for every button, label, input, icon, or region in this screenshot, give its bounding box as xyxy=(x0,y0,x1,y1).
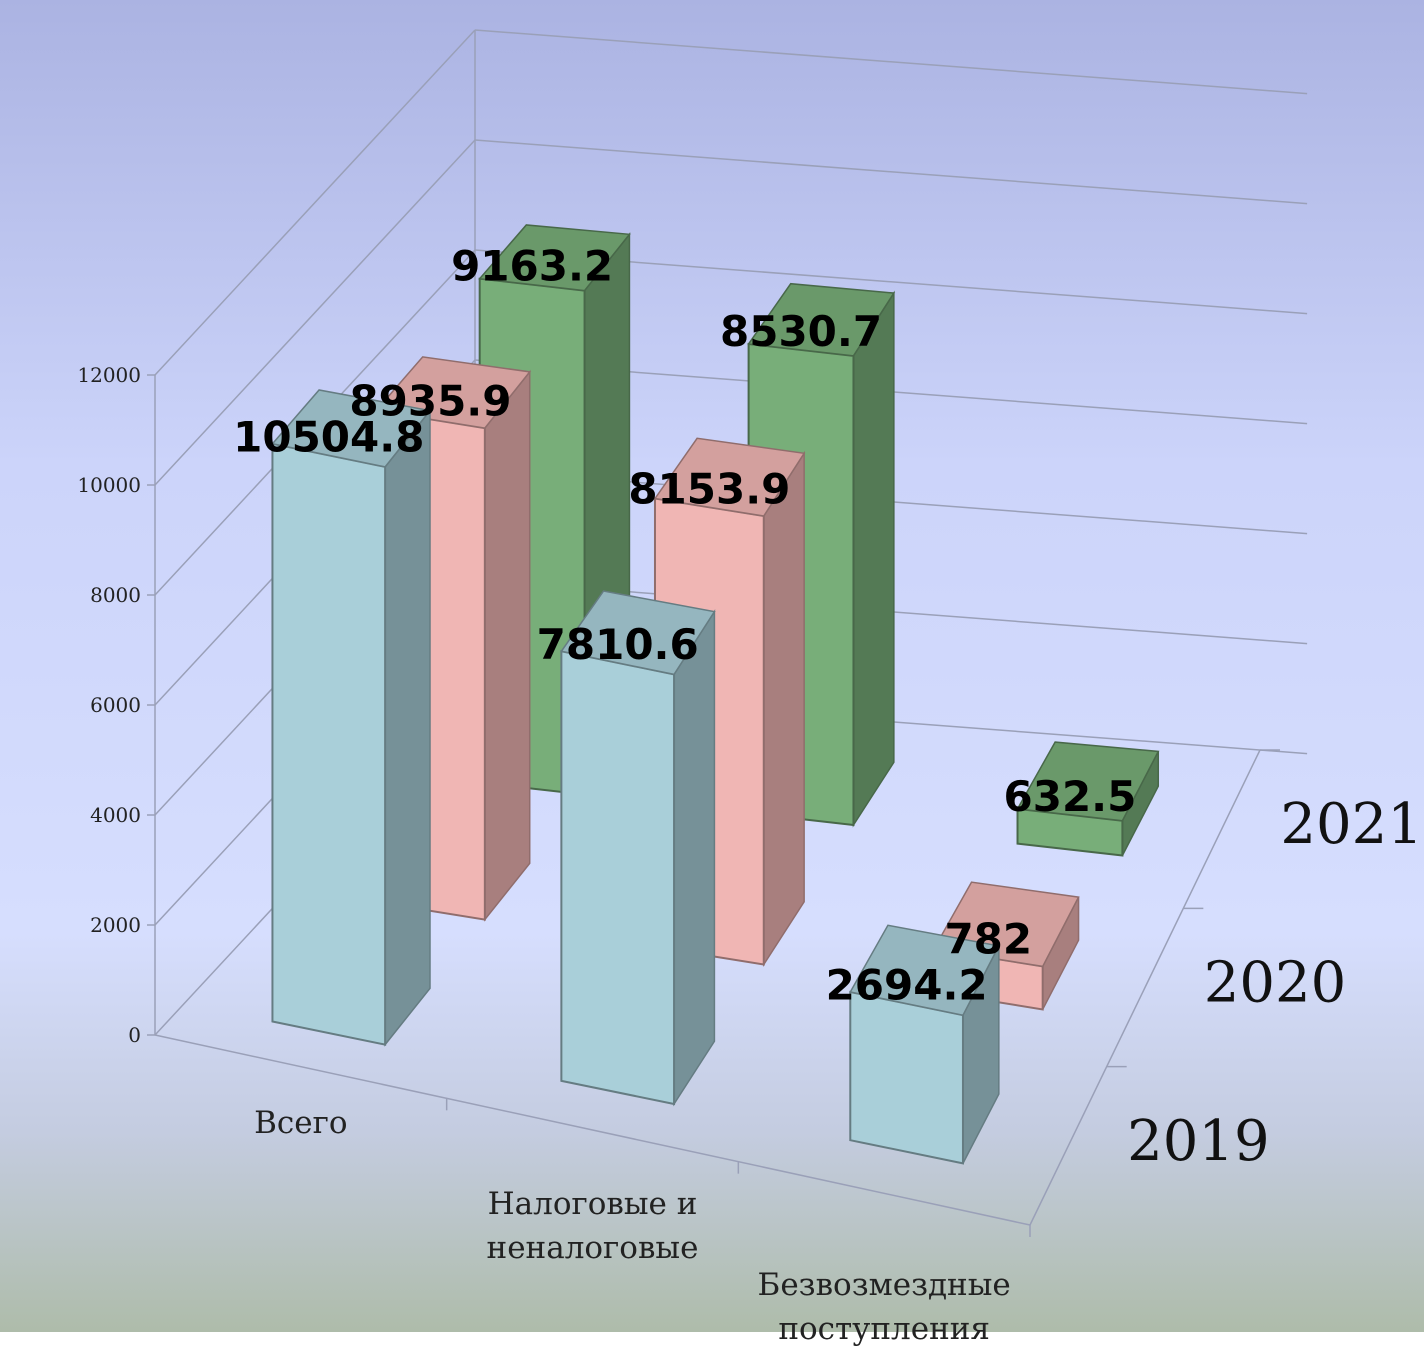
bar-front xyxy=(849,990,964,1165)
data-label: 8935.9 xyxy=(349,376,511,425)
bar-front xyxy=(271,442,387,1046)
y-tick-label: 12000 xyxy=(77,363,141,387)
bar-side xyxy=(384,408,431,1047)
bar-side xyxy=(673,609,716,1107)
x-tick-label: Всего xyxy=(254,1104,348,1141)
bar xyxy=(849,924,1000,1165)
x-tick-label: Налоговые и неналоговые xyxy=(486,1186,699,1266)
y-tick-label: 6000 xyxy=(90,693,141,717)
bar-side xyxy=(484,369,531,922)
data-label: 8530.7 xyxy=(720,307,882,356)
data-label: 632.5 xyxy=(1004,772,1137,821)
data-label: 2694.2 xyxy=(826,961,988,1010)
floor-right xyxy=(1029,749,1261,1226)
bar xyxy=(271,389,432,1047)
bar-top xyxy=(849,924,1000,1017)
data-label: 8153.9 xyxy=(628,464,790,513)
bar xyxy=(1016,741,1160,857)
bar-top xyxy=(747,282,896,357)
y-tick-label: 8000 xyxy=(90,583,141,607)
legend-label: 2019 xyxy=(1127,1109,1270,1174)
y-tick-label: 4000 xyxy=(90,803,141,827)
grid-line xyxy=(474,139,1308,205)
data-label: 7810.6 xyxy=(537,620,699,669)
bar-top xyxy=(560,590,716,676)
bar-top xyxy=(1016,741,1160,822)
y-tick-label: 10000 xyxy=(77,473,141,497)
data-label: 782 xyxy=(944,915,1032,964)
x-tick-label: Безвозмездные поступления xyxy=(757,1267,1011,1348)
grid-line xyxy=(474,29,1308,95)
bar-top xyxy=(478,224,631,292)
bar-side xyxy=(852,290,895,828)
bar-front xyxy=(560,650,676,1106)
bar xyxy=(560,590,716,1107)
grid-line xyxy=(154,139,476,486)
bar-top xyxy=(653,437,806,517)
y-tick-label: 0 xyxy=(128,1023,141,1047)
y-tick-label: 2000 xyxy=(90,913,141,937)
bar-top xyxy=(271,389,432,468)
bar-side xyxy=(763,450,805,968)
legend-label: 2020 xyxy=(1204,951,1347,1016)
data-label: 9163.2 xyxy=(451,242,613,291)
data-label: 10504.8 xyxy=(233,412,424,461)
legend-label: 2021 xyxy=(1280,792,1423,857)
grid-line xyxy=(154,29,476,376)
floor-front xyxy=(154,1034,1031,1226)
